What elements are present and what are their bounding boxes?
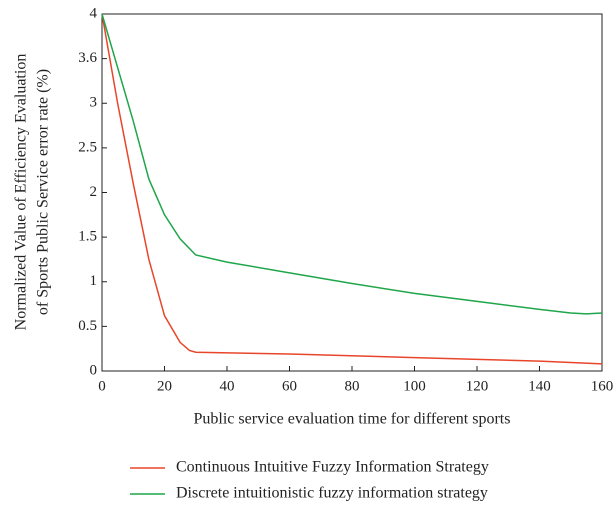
legend-label: Discrete intuitionistic fuzzy informatio… <box>176 485 488 502</box>
x-tick-label: 0 <box>98 378 106 394</box>
legend-label: Continuous Intuitive Fuzzy Information S… <box>176 459 489 476</box>
series-line <box>101 13 603 315</box>
y-tick-label: 0.5 <box>78 318 97 334</box>
y-tick-label: 3.6 <box>78 50 97 66</box>
y-tick-label: 2 <box>90 184 98 200</box>
x-tick-label: 40 <box>220 378 235 394</box>
x-tick-label: 60 <box>282 378 297 394</box>
y-tick-label: 3 <box>90 95 98 111</box>
x-tick-label: 140 <box>528 378 551 394</box>
y-axis-label-line: of Sports Public Service error rate (%) <box>35 69 52 315</box>
plot-frame <box>101 13 603 372</box>
y-tick-label: 2.5 <box>78 139 97 155</box>
x-tick-label: 120 <box>466 378 489 394</box>
y-tick-label: 1.5 <box>78 229 97 245</box>
x-axis-label: Public service evaluation time for diffe… <box>194 411 511 428</box>
x-tick-label: 160 <box>591 378 614 394</box>
x-tick-label: 20 <box>157 378 172 394</box>
y-axis-label-line: Normalized Value of Efficiency Evaluatio… <box>13 54 30 331</box>
y-tick-label: 0 <box>90 362 98 378</box>
y-tick-label: 1 <box>90 273 98 289</box>
y-axis-label: Normalized Value of Efficiency Evaluatio… <box>13 54 52 331</box>
series-line <box>101 13 603 365</box>
y-tick-label: 4 <box>90 5 98 21</box>
x-tick-label: 80 <box>345 378 360 394</box>
x-tick-label: 100 <box>403 378 426 394</box>
